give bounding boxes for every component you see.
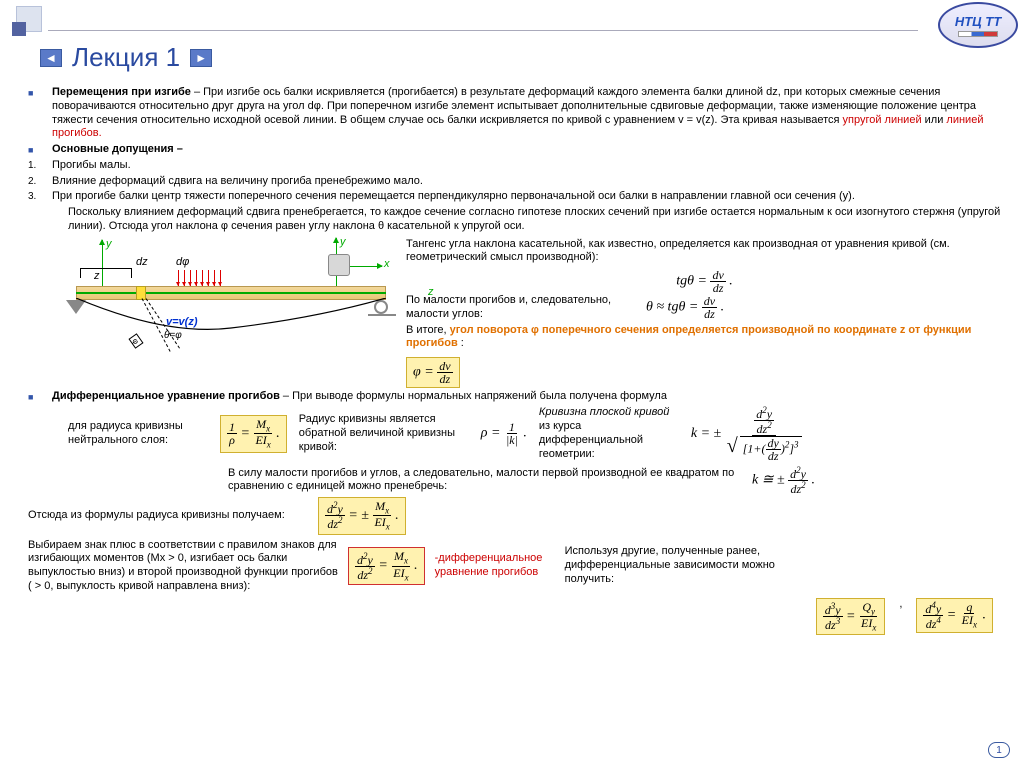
para-1: Перемещения при изгибе – При изгибе ось …	[52, 86, 1003, 141]
nav-next-button[interactable]: ►	[190, 49, 212, 67]
radius-text: для радиуса кривизны нейтрального слоя:	[68, 420, 208, 448]
diff-eq-label: -дифференциальное уравнение прогибов	[435, 552, 555, 580]
radius-text-2: Радиус кривизны является обратной величи…	[299, 413, 469, 454]
formula-rho2: ρ = 1|k| .	[481, 421, 527, 446]
nav-prev-button[interactable]: ◄	[40, 49, 62, 67]
tangent-text-col: Тангенс угла наклона касательной, как из…	[406, 236, 1003, 389]
formula-eq1: d2ydz2 = ± MxEIx .	[318, 497, 406, 535]
tangent-text: Тангенс угла наклона касательной, как из…	[406, 238, 1003, 266]
para-3: Поскольку влиянием деформаций сдвига пре…	[68, 206, 1003, 234]
sign-choice-text: Выбираем знак плюс в соответствии с прав…	[28, 539, 338, 594]
beam-diagram: y y x z z dzdφ v=v(z) θ=φ φ	[58, 240, 398, 370]
small-deriv-text: В силу малости прогибов и углов, а следо…	[228, 467, 738, 495]
hence-text: Отсюда из формулы радиуса кривизны получ…	[28, 509, 308, 523]
formula-k: k = ± d2ydz2 √[1+(dydz)2]3	[691, 406, 804, 462]
formula-phi: φ = dvdz	[406, 357, 460, 388]
itogo-text: В итоге, угол поворота φ поперечного сеч…	[406, 324, 1003, 352]
list-num: 3.	[28, 190, 40, 204]
li2: Влияние деформаций сдвига на величину пр…	[52, 175, 1003, 189]
logo-text-1: НТЦ ТТ	[955, 14, 1001, 29]
formula-approx: θ ≈ tgθ = dvdz .	[646, 295, 724, 320]
bullet-icon: ■	[28, 390, 40, 404]
title-row: ◄ Лекция 1 ►	[40, 42, 212, 73]
li1: Прогибы малы.	[52, 159, 1003, 173]
formula-d3: d3ydz3 = QyEIx	[816, 598, 886, 636]
formula-d4: d4ydz4 = qEIx .	[916, 598, 993, 633]
content: ■ Перемещения при изгибе – При изгибе ос…	[28, 86, 1003, 635]
diff-eq-lead: Дифференциальное уравнение прогибов – Пр…	[52, 390, 1003, 404]
page-title: Лекция 1	[72, 42, 180, 73]
formula-k-approx: k ≅ ± d2ydz2 .	[752, 466, 815, 495]
li3: При прогибе балки центр тяжести поперечн…	[52, 190, 1003, 204]
bullet-icon: ■	[28, 86, 40, 141]
small-angle-text: По малости прогибов и, следовательно, ма…	[406, 294, 626, 322]
using-other-text: Используя другие, полученные ранее, дифф…	[565, 545, 795, 586]
formula-eq2: d2ydz2 = MxEIx .	[348, 547, 425, 585]
formula-tg: tgθ = dvdz .	[676, 269, 733, 294]
list-num: 2.	[28, 175, 40, 189]
logo: НТЦ ТТ	[938, 2, 1018, 48]
page-number: 1	[988, 742, 1010, 758]
formula-rho: 1ρ = MxEIx .	[220, 415, 287, 453]
list-num: 1.	[28, 159, 40, 173]
header-decor	[0, 0, 1024, 30]
bullet-icon: ■	[28, 143, 40, 157]
para-2-lead: Основные допущения –	[52, 143, 1003, 157]
curvature-text: Кривизна плоской кривой из курса диффере…	[539, 406, 679, 461]
